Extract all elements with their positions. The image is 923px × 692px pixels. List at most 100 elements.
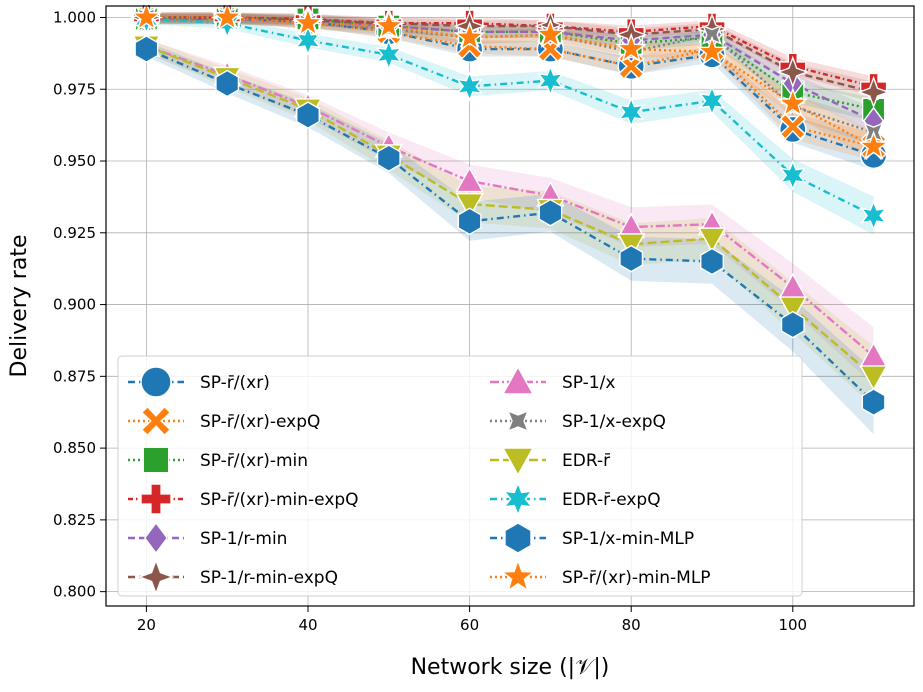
data-point-11-9 (858, 130, 890, 160)
data-point-10-1 (215, 69, 240, 98)
legend-label-4: SP-1/r-min (200, 529, 287, 549)
legend: SP-r̄/(xr) SP-r̄/(xr)-expQ SP-r̄/(xr)-min S… (117, 355, 803, 597)
plot-frame (105, 5, 915, 607)
series-line-11 (146, 16, 875, 148)
legend-marker-1 (140, 405, 172, 437)
legend-marker-8 (501, 447, 535, 477)
band-11 (146, 12, 874, 161)
y-axis-ticks: 0.800 0.825 0.850 0.875 0.900 0.925 0.950 0.975… (53, 8, 106, 601)
series-line-9 (146, 17, 875, 217)
data-point-10-4 (457, 207, 482, 236)
band-3 (146, 12, 874, 97)
y-tick-label: 0.875 (53, 367, 96, 385)
legend-label-11: SP-r̄/(xr)-min-MLP (562, 568, 711, 588)
band-6 (146, 39, 874, 386)
series-line-5 (146, 16, 874, 94)
y-tick-label: 0.900 (53, 296, 96, 314)
series-line-8 (145, 45, 875, 378)
data-point-11-1 (211, 1, 243, 31)
y-axis-label: Delivery rate (7, 235, 32, 378)
data-point-5-8 (776, 55, 810, 89)
legend-label-1: SP-r̄/(xr)-expQ (200, 412, 320, 432)
data-point-10-5 (538, 198, 563, 227)
legend-marker-11 (500, 558, 536, 593)
data-point-9-3 (375, 39, 403, 71)
legend-marker-5 (137, 558, 175, 596)
data-point-11-6 (615, 32, 647, 63)
x-tick-label: 80 (622, 616, 641, 634)
y-tick-label: 0.800 (53, 583, 96, 601)
legend-marker-9 (502, 481, 534, 517)
legend-label-10: SP-1/x-min-MLP (562, 529, 694, 549)
data-point-6-4 (455, 166, 484, 193)
legend-label-3: SP-r̄/(xr)-min-expQ (200, 490, 359, 510)
band-4 (146, 13, 874, 134)
data-point-9-8 (779, 159, 807, 191)
legend-marker-7 (506, 409, 530, 433)
legend-marker-0 (140, 366, 172, 398)
data-point-10-7 (700, 247, 724, 276)
y-tick-label: 0.850 (53, 439, 96, 457)
band-2 (146, 13, 874, 121)
legend-marker-4 (143, 521, 169, 555)
data-point-9-4 (456, 70, 484, 102)
legend-label-2: SP-r̄/(xr)-min (200, 451, 308, 471)
data-point-10-0 (134, 35, 159, 63)
legend-label-7: SP-1/x-expQ (562, 412, 666, 432)
confidence-bands (146, 12, 874, 435)
data-point-9-6 (617, 96, 645, 128)
legend-label-8: EDR-r̄ (562, 451, 611, 471)
band-8 (146, 39, 874, 407)
legend-marker-6 (501, 365, 535, 395)
band-7 (146, 12, 874, 146)
data-point-11-0 (130, 1, 162, 31)
data-point-9-5 (536, 65, 564, 97)
x-axis-ticks: 20 40 60 80 100 (137, 606, 807, 634)
band-5 (146, 12, 874, 103)
y-tick-label: 0.825 (53, 511, 96, 529)
legend-label-5: SP-1/r-min-expQ (200, 568, 338, 588)
y-tick-label: 1.000 (53, 8, 96, 26)
band-9 (146, 13, 874, 235)
data-point-9-9 (860, 200, 888, 232)
data-point-10-6 (619, 244, 644, 273)
data-point-11-7 (696, 35, 728, 66)
legend-marker-10 (504, 522, 532, 554)
x-tick-label: 60 (460, 616, 479, 634)
band-1 (146, 13, 874, 161)
legend-label-6: SP-1/x (562, 373, 615, 393)
series-lines (145, 16, 875, 404)
legend-marker-3 (140, 483, 172, 515)
data-point-10-8 (780, 310, 805, 339)
x-tick-label: 20 (137, 616, 156, 634)
series-markers (130, 1, 890, 416)
data-point-10-3 (376, 144, 401, 172)
y-tick-label: 0.925 (53, 224, 96, 242)
data-point-9-2 (294, 24, 322, 56)
x-axis-label: Network size (|𝒱|) (411, 655, 610, 680)
data-point-11-4 (454, 21, 486, 51)
data-point-10-9 (861, 388, 886, 416)
legend-marker-2 (142, 446, 170, 474)
legend-box (117, 355, 803, 597)
legend-label-9: EDR-r̄-expQ (562, 490, 661, 510)
y-tick-label: 0.950 (53, 152, 96, 170)
x-tick-label: 40 (298, 616, 317, 634)
x-tick-label: 100 (778, 616, 807, 634)
data-point-9-7 (698, 85, 726, 117)
data-point-11-5 (534, 18, 566, 48)
data-point-11-3 (373, 9, 405, 40)
data-point-11-8 (777, 87, 809, 117)
y-tick-label: 0.975 (53, 80, 96, 98)
data-point-7-7 (702, 24, 722, 45)
data-point-8-4 (455, 192, 484, 219)
data-point-5-9 (857, 75, 890, 109)
data-point-8-8 (778, 296, 807, 322)
data-point-10-2 (296, 101, 320, 129)
data-point-8-9 (859, 365, 888, 391)
legend-label-0: SP-r̄/(xr) (200, 373, 270, 393)
data-point-11-2 (292, 6, 324, 37)
series-line-6 (145, 45, 875, 358)
data-point-8-7 (697, 227, 727, 253)
